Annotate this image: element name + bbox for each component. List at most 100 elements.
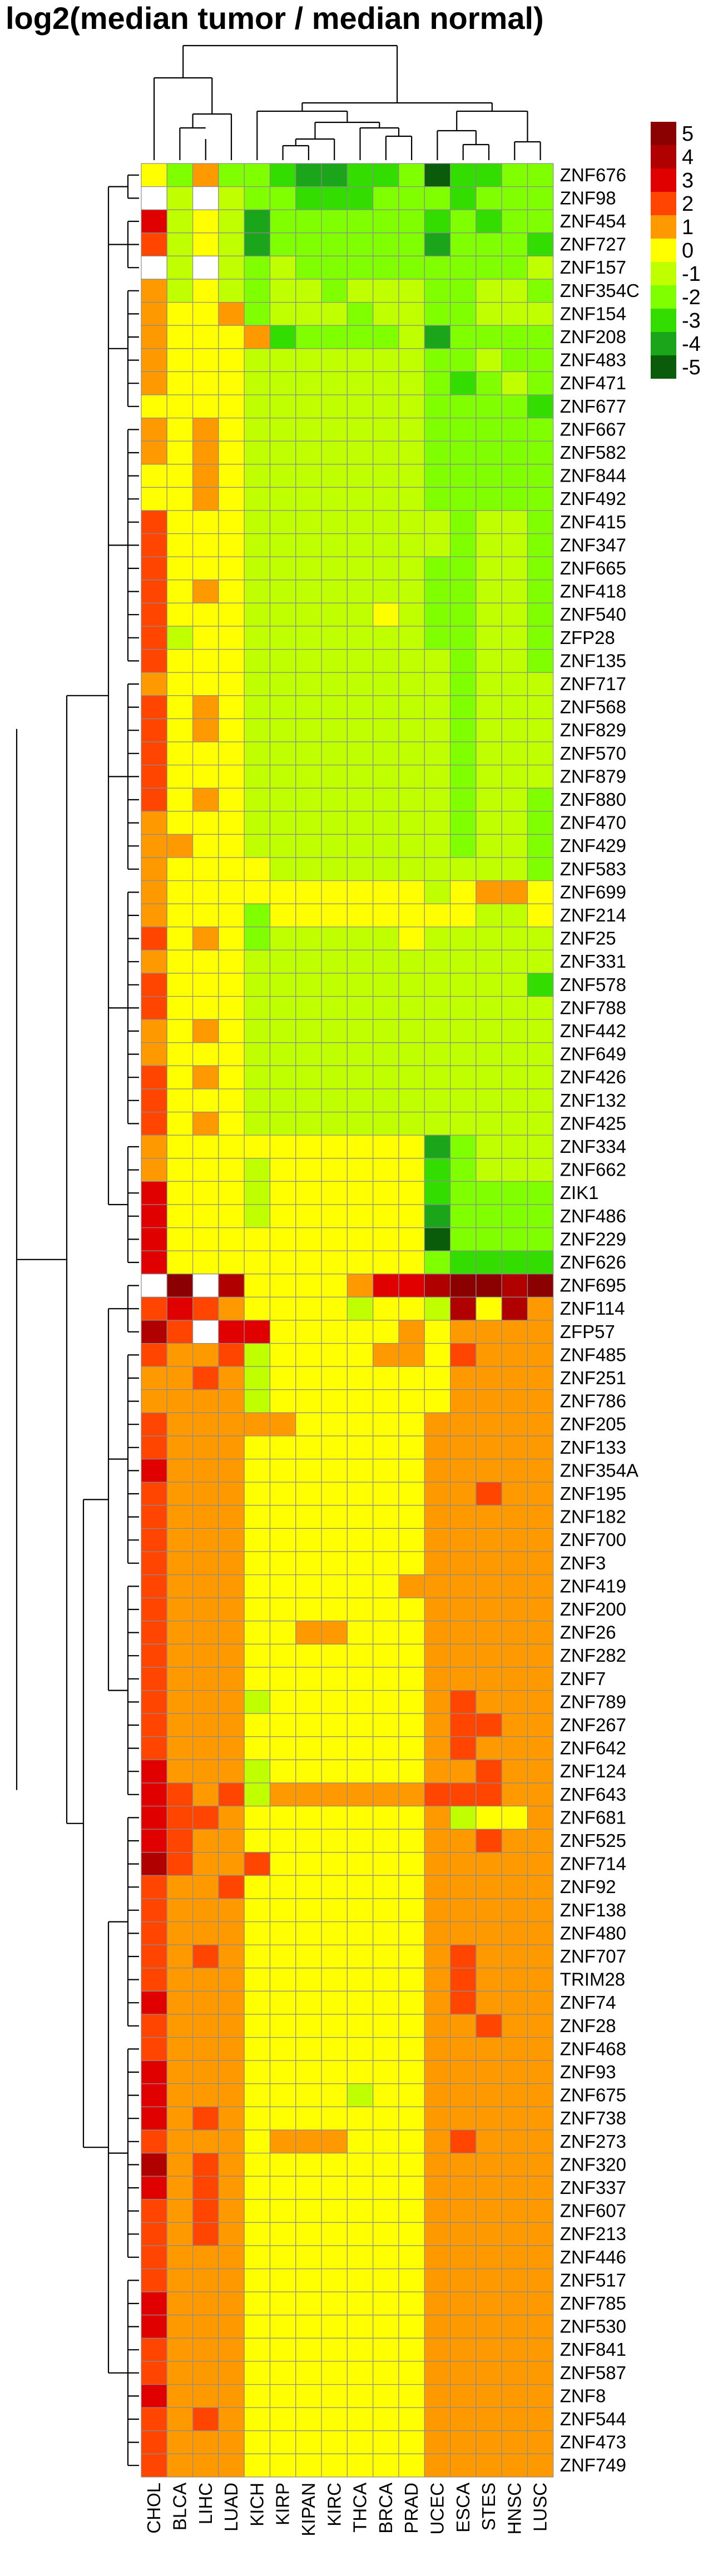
heatmap-cell [321, 255, 348, 280]
heatmap-cell [244, 255, 271, 280]
heatmap-cell [295, 626, 322, 650]
heatmap-cell [373, 1250, 399, 1275]
heatmap-cell [192, 510, 219, 534]
heatmap-cell [321, 880, 348, 904]
heatmap-cell [527, 764, 554, 789]
heatmap-cell [527, 1806, 554, 1830]
heatmap-cell [218, 2060, 245, 2084]
heatmap-cell [501, 2199, 528, 2223]
heatmap-cell [192, 927, 219, 951]
heatmap-cell [269, 811, 296, 835]
heatmap-cell [449, 1898, 477, 1923]
heatmap-cell [269, 2384, 296, 2408]
heatmap-cell [424, 903, 451, 928]
heatmap-cell [424, 1181, 451, 1205]
heatmap-cell [244, 995, 271, 1020]
heatmap-cell [501, 1944, 528, 1969]
heatmap-cell [218, 880, 245, 904]
heatmap-cell [141, 602, 167, 627]
row-label: ZNF419 [560, 1576, 626, 1596]
row-label: ZNF789 [560, 1691, 626, 1712]
heatmap-cell [244, 927, 271, 951]
heatmap-cell [244, 741, 271, 766]
heatmap-cell [141, 1181, 167, 1205]
heatmap-cell [244, 2060, 271, 2084]
heatmap-cell [527, 1968, 554, 1992]
row-label: ZNF540 [560, 604, 626, 625]
heatmap-cell [141, 348, 167, 372]
heatmap-cell [501, 1366, 528, 1390]
heatmap-cell [527, 579, 554, 604]
heatmap-cell [476, 2083, 502, 2108]
heatmap-cell [166, 1135, 194, 1159]
heatmap-cell [166, 1343, 194, 1367]
heatmap-cell [527, 1875, 554, 1899]
heatmap-cell [321, 1343, 348, 1367]
row-label: ZNF667 [560, 419, 626, 439]
heatmap-cell [218, 2453, 245, 2478]
heatmap-cell [321, 2060, 348, 2084]
heatmap-cell [449, 2384, 477, 2408]
heatmap-cell [527, 186, 554, 210]
heatmap-cell [373, 1667, 399, 1691]
heatmap-cell [449, 1343, 477, 1367]
heatmap-cell [373, 1782, 399, 1807]
heatmap-cell [424, 2407, 451, 2431]
heatmap-cell [321, 1135, 348, 1159]
heatmap-cell [321, 2129, 348, 2154]
heatmap-cell [398, 2014, 425, 2038]
heatmap-cell [269, 1736, 296, 1761]
heatmap-cell [398, 1389, 425, 1414]
heatmap-cell [218, 1250, 245, 1275]
column-label: UCEC [427, 2483, 447, 2535]
heatmap-cell [398, 394, 425, 419]
heatmap-cell [424, 1690, 451, 1714]
heatmap-cell [218, 2106, 245, 2131]
heatmap-cell [424, 2268, 451, 2292]
heatmap-cell [218, 1829, 245, 1853]
heatmap-cell [141, 1366, 167, 1390]
heatmap-cell [141, 695, 167, 720]
heatmap-cell [192, 1389, 219, 1414]
heatmap-cell [501, 1875, 528, 1899]
heatmap-cell [244, 973, 271, 997]
heatmap-cell [501, 787, 528, 812]
heatmap-cell [192, 903, 219, 928]
legend-swatch [651, 145, 676, 169]
heatmap-cell [141, 995, 167, 1020]
heatmap-cell [295, 325, 322, 349]
heatmap-cell [321, 1921, 348, 1945]
heatmap-cell [166, 1250, 194, 1275]
row-label: ZNF200 [560, 1599, 626, 1619]
heatmap-cell [295, 2083, 322, 2108]
heatmap-cell [244, 2245, 271, 2270]
heatmap-cell [449, 1250, 477, 1275]
heatmap-cell [141, 1528, 167, 1552]
heatmap-cell [373, 834, 399, 858]
heatmap-cell [192, 1574, 219, 1598]
heatmap-cell [449, 2222, 477, 2246]
heatmap-cell [295, 1736, 322, 1761]
heatmap-cell [269, 2083, 296, 2108]
heatmap-cell [269, 2129, 296, 2154]
heatmap-cell [192, 2199, 219, 2223]
heatmap-cell [449, 301, 477, 326]
heatmap-cell [501, 1921, 528, 1945]
heatmap-cell [476, 648, 502, 673]
heatmap-cell [218, 186, 245, 210]
heatmap-cell [166, 1643, 194, 1668]
row-label: ZNF132 [560, 1090, 626, 1111]
row-label: ZNF749 [560, 2455, 626, 2475]
heatmap-cell [398, 279, 425, 303]
heatmap-cell [449, 2407, 477, 2431]
heatmap-cell [269, 1181, 296, 1205]
heatmap-cell [527, 995, 554, 1020]
heatmap-cell [166, 695, 194, 720]
heatmap-cell [244, 718, 271, 742]
heatmap-cell [244, 2384, 271, 2408]
heatmap-cell [321, 348, 348, 372]
heatmap-cell [166, 1366, 194, 1390]
heatmap-cell [192, 464, 219, 488]
heatmap-cell [166, 2315, 194, 2339]
heatmap-cell [192, 1643, 219, 1668]
